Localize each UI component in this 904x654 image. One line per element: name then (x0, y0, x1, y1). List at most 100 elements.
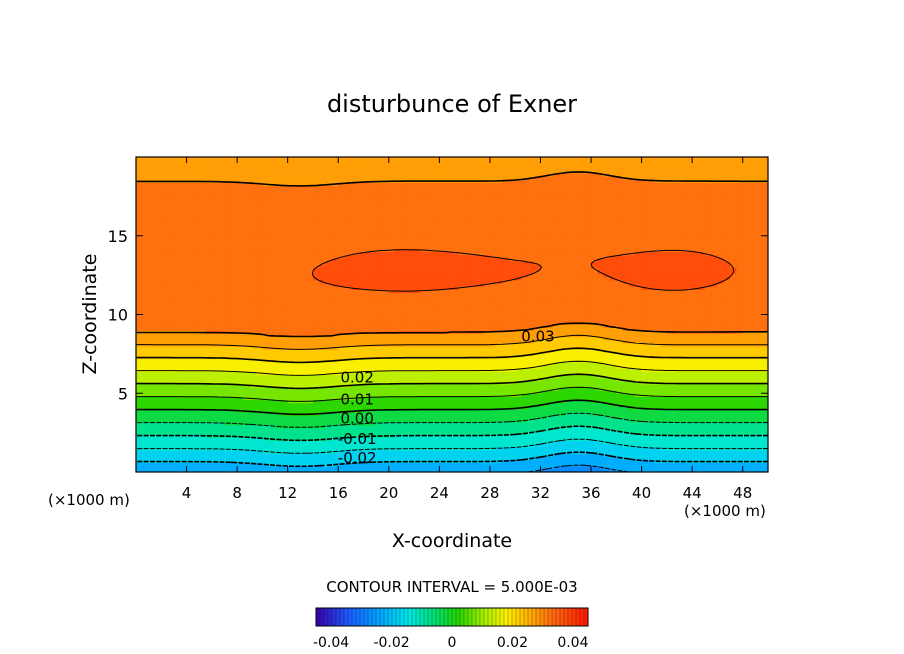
contour-cell (224, 305, 232, 309)
contour-cell (205, 437, 213, 442)
contour-cell (363, 383, 371, 388)
contour-cell (148, 298, 156, 303)
contour-cell (312, 204, 320, 208)
contour-cell (180, 238, 188, 243)
contour-cell (439, 157, 447, 161)
contour-cell (275, 194, 282, 199)
contour-cell (439, 210, 447, 215)
contour-cell (369, 456, 377, 460)
contour-cell (256, 336, 263, 341)
contour-cell (268, 245, 276, 249)
contour-cell (262, 305, 270, 309)
contour-cell (173, 172, 181, 177)
contour-cell (243, 402, 251, 407)
contour-cell (376, 223, 384, 227)
contour-cell (268, 301, 276, 306)
contour-cell (218, 260, 226, 265)
contour-cell (192, 235, 200, 240)
contour-cell (154, 182, 162, 186)
contour-cell (161, 453, 169, 457)
contour-cell (262, 396, 270, 401)
contour-cell (300, 179, 308, 183)
contour-cell (338, 336, 346, 341)
contour-cell (439, 298, 447, 303)
contour-cell (369, 276, 377, 281)
contour-cell (142, 204, 150, 208)
contour-cell (300, 213, 308, 218)
contour-cell (142, 279, 150, 284)
contour-cell (363, 175, 371, 180)
contour-cell (180, 453, 188, 457)
contour-cell (363, 396, 371, 401)
contour-cell (243, 210, 251, 215)
contour-cell (218, 179, 226, 183)
contour-cell (136, 248, 143, 253)
contour-cell (281, 346, 289, 350)
contour-cell (426, 223, 434, 227)
contour-cell (306, 257, 314, 262)
contour-cell (376, 380, 384, 385)
contour-cell (218, 175, 226, 180)
contour-cell (218, 323, 226, 328)
contour-cell (319, 251, 327, 256)
contour-cell (357, 371, 365, 375)
contour-cell (420, 286, 428, 290)
contour-cell (237, 220, 245, 224)
contour-cell (369, 210, 377, 215)
contour-cell (350, 292, 358, 297)
contour-cell (338, 308, 346, 312)
contour-cell (211, 298, 219, 303)
contour-cell (243, 251, 251, 256)
contour-cell (350, 210, 358, 215)
contour-cell (249, 289, 257, 294)
contour-cell (262, 320, 270, 325)
contour-cell (218, 314, 226, 319)
contour-cell (363, 172, 371, 177)
contour-cell (237, 377, 245, 382)
contour-cell (224, 431, 232, 435)
contour-cell (211, 223, 219, 227)
contour-cell (426, 232, 434, 237)
contour-cell (268, 409, 276, 413)
contour-cell (312, 453, 320, 457)
contour-cell (173, 393, 181, 397)
contour-cell (344, 393, 352, 397)
contour-cell (275, 248, 282, 253)
contour-cell (382, 415, 390, 420)
contour-cell (154, 412, 162, 416)
contour-cell (136, 317, 143, 322)
contour-cell (401, 396, 409, 401)
contour-cell (287, 295, 295, 300)
contour-cell (218, 317, 226, 322)
contour-cell (306, 314, 314, 319)
contour-cell (199, 323, 207, 328)
contour-cell (275, 405, 282, 410)
contour-cell (281, 336, 289, 341)
contour-cell (211, 393, 219, 397)
contour-cell (350, 175, 358, 180)
contour-cell (243, 336, 251, 341)
contour-cell (224, 405, 232, 410)
contour-cell (395, 308, 403, 312)
contour-cell (136, 226, 143, 231)
contour-cell (382, 238, 390, 243)
contour-cell (401, 386, 409, 391)
contour-cell (249, 283, 257, 287)
contour-cell (344, 260, 352, 265)
contour-cell (186, 226, 194, 231)
contour-cell (243, 371, 251, 375)
contour-cell (369, 405, 377, 410)
contour-cell (268, 349, 276, 353)
contour-cell (426, 327, 434, 331)
contour-cell (344, 223, 352, 227)
contour-cell (325, 157, 333, 161)
contour-cell (262, 229, 270, 234)
contour-cell (262, 314, 270, 319)
contour-cell (249, 226, 257, 231)
contour-cell (167, 264, 175, 268)
contour-cell (312, 279, 320, 284)
contour-cell (249, 235, 257, 240)
contour-cell (281, 327, 289, 331)
contour-cell (357, 308, 365, 312)
contour-cell (439, 424, 447, 429)
